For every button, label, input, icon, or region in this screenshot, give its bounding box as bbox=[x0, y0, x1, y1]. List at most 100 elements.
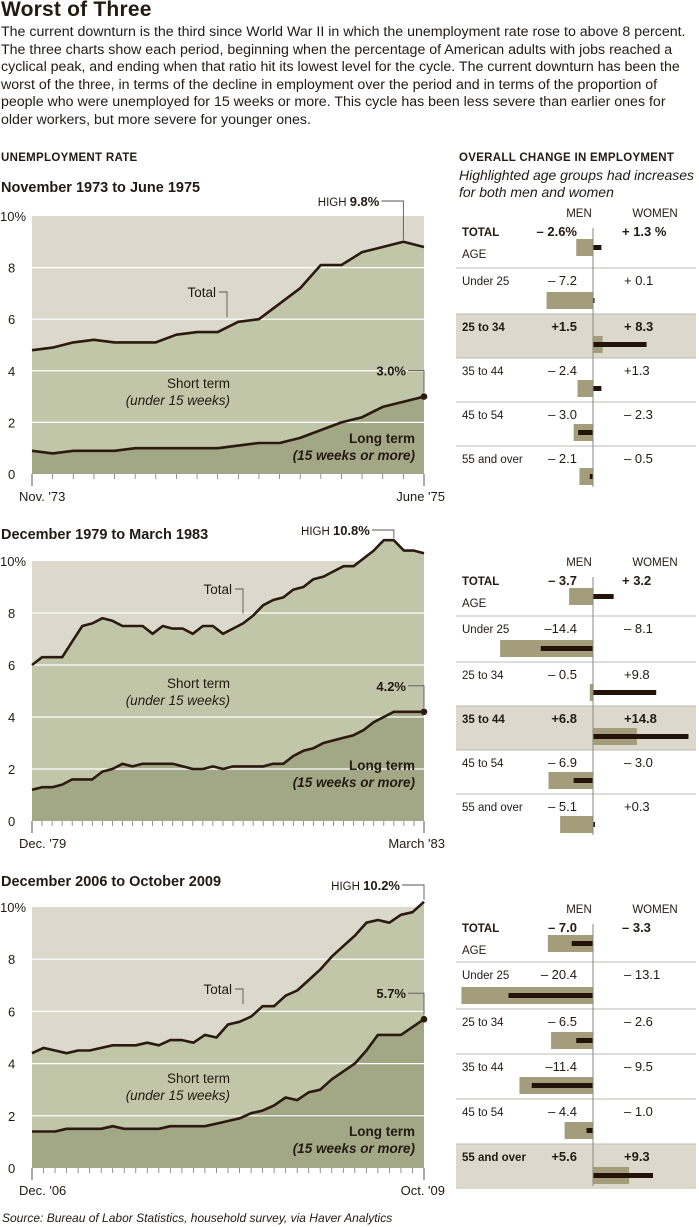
women-change-value: +0.3 bbox=[624, 799, 650, 814]
y-tick-label: 2 bbox=[8, 1109, 15, 1124]
unemployment-chart-2: 10% 8 6 4 2 0 Dec. '06 Oct. '09 HIGH 10.2% 5.7% To… bbox=[0, 878, 445, 1198]
x-end-label: June '75 bbox=[396, 489, 445, 504]
long-term-sublabel: (15 weeks or more) bbox=[293, 1141, 416, 1156]
graphic-title: Worst of Three bbox=[1, 0, 152, 21]
highlight-row-bg bbox=[456, 1144, 696, 1189]
long-term-label: Long term bbox=[349, 758, 415, 773]
men-change-value: – 3.0 bbox=[548, 407, 577, 422]
long-term-line bbox=[31, 710, 424, 792]
women-change-value: +14.8 bbox=[624, 711, 657, 726]
age-group-label: 55 and over bbox=[462, 802, 523, 814]
total-women-value: + 1.3 % bbox=[622, 224, 667, 239]
men-bar bbox=[547, 935, 593, 952]
women-bar bbox=[586, 1128, 593, 1133]
x-start-label: Nov. '73 bbox=[19, 489, 65, 504]
total-series-label: Total bbox=[187, 285, 216, 300]
women-change-value: – 13.1 bbox=[624, 967, 660, 982]
chart-title-2006: December 2006 to October 2009 bbox=[1, 874, 222, 890]
age-group-label: 25 to 34 bbox=[462, 1017, 504, 1029]
short-term-sublabel: (under 15 weeks) bbox=[126, 1088, 230, 1103]
y-tick-label: 6 bbox=[8, 658, 15, 673]
total-row-label: TOTAL bbox=[462, 923, 499, 935]
total-label-leader bbox=[235, 588, 244, 614]
men-bar bbox=[577, 380, 593, 397]
intro-text: The current downturn is the third since … bbox=[1, 24, 686, 128]
men-column-header: MEN bbox=[566, 904, 592, 916]
men-change-value: – 7.2 bbox=[548, 273, 577, 288]
x-end-label: Oct. '09 bbox=[401, 1183, 445, 1198]
total-men-value: – 7.0 bbox=[548, 920, 577, 935]
total-women-value: + 3.2 bbox=[622, 573, 651, 588]
men-bar bbox=[589, 684, 593, 701]
y-tick-label: 4 bbox=[8, 1057, 15, 1072]
men-change-value: – 2.1 bbox=[548, 451, 577, 466]
short-term-sublabel: (under 15 weeks) bbox=[126, 393, 230, 408]
end-value-callout: 5.7% bbox=[376, 986, 406, 1001]
y-tick-label: 4 bbox=[8, 364, 15, 379]
employment-change-panel-2: MEN WOMEN TOTAL AGE – 7.0 – 3.3 Under 25 – 20.4… bbox=[456, 904, 696, 1189]
employment-change-subheading: Highlighted age groups had increases for… bbox=[459, 167, 695, 200]
total-line bbox=[31, 240, 425, 352]
high-callout: HIGH 9.8% bbox=[318, 194, 380, 209]
y-tick-label: 8 bbox=[8, 261, 15, 276]
men-bar bbox=[569, 588, 593, 605]
women-change-value: +9.3 bbox=[624, 1149, 650, 1164]
total-men-value: – 2.6% bbox=[537, 224, 578, 239]
women-change-value: – 3.0 bbox=[624, 755, 653, 770]
end-value-callout: 3.0% bbox=[376, 364, 406, 379]
end-callout-leader bbox=[408, 992, 425, 1016]
unemployment-chart-0: 10% 8 6 4 2 0 Nov. '73 June '75 HIGH 9.8% 3.0% Tot… bbox=[0, 194, 445, 504]
women-bar bbox=[593, 298, 595, 303]
end-point-marker bbox=[420, 393, 428, 400]
y-tick-label: 0 bbox=[8, 1161, 15, 1176]
y-tick-label: 0 bbox=[8, 467, 15, 482]
total-row-label: TOTAL bbox=[462, 227, 499, 239]
age-group-label: 55 and over bbox=[462, 454, 523, 466]
long-term-line bbox=[32, 1018, 425, 1133]
women-change-value: +9.8 bbox=[624, 667, 650, 682]
end-callout-leader bbox=[408, 685, 425, 708]
long-term-area bbox=[32, 396, 424, 474]
short-term-label: Short term bbox=[167, 376, 230, 391]
women-bar bbox=[508, 993, 593, 998]
age-group-label: 45 to 54 bbox=[462, 1107, 504, 1119]
age-group-label: 55 and over bbox=[462, 1152, 526, 1164]
chart-title-1979: December 1979 to March 1983 bbox=[1, 527, 209, 543]
women-bar bbox=[593, 594, 614, 599]
men-bar bbox=[551, 1032, 593, 1049]
high-callout: HIGH 10.2% bbox=[331, 878, 400, 893]
women-bar bbox=[593, 690, 657, 695]
men-column-header: MEN bbox=[566, 557, 592, 569]
age-group-label: Under 25 bbox=[462, 624, 509, 636]
men-change-value: +1.5 bbox=[551, 319, 577, 334]
short-term-label: Short term bbox=[167, 1071, 230, 1086]
total-series-label: Total bbox=[203, 982, 232, 997]
long-term-label: Long term bbox=[349, 431, 415, 446]
men-bar bbox=[576, 239, 593, 256]
employment-change-panel-1: MEN WOMEN TOTAL AGE – 3.7 + 3.2 Under 25 –14.4 –… bbox=[456, 557, 696, 835]
end-point-marker bbox=[420, 708, 428, 716]
y-tick-label: 2 bbox=[8, 415, 15, 430]
y-tick-label: 2 bbox=[8, 762, 15, 777]
women-bar bbox=[576, 1038, 593, 1043]
total-women-value: – 3.3 bbox=[622, 920, 651, 935]
men-change-value: –11.4 bbox=[545, 1059, 577, 1074]
women-bar bbox=[593, 822, 595, 827]
men-change-value: – 6.5 bbox=[548, 1014, 577, 1029]
highlight-row-bg bbox=[456, 314, 696, 358]
end-value-callout: 4.2% bbox=[376, 679, 406, 694]
women-bar bbox=[593, 734, 689, 739]
end-point-marker bbox=[420, 1015, 428, 1023]
highlight-row-bg bbox=[456, 706, 696, 750]
women-bar bbox=[540, 646, 593, 651]
total-series-label: Total bbox=[203, 582, 232, 597]
x-end-label: March '83 bbox=[388, 836, 445, 851]
age-group-label: Under 25 bbox=[462, 276, 509, 288]
women-bar bbox=[578, 430, 593, 435]
high-callout-leader bbox=[371, 529, 395, 539]
men-change-value: – 2.4 bbox=[548, 363, 577, 378]
unemployment-chart-1: 10% 8 6 4 2 0 Dec. '79 March '83 HIGH 10.8% 4.2% T… bbox=[0, 523, 445, 851]
total-label-leader bbox=[235, 988, 244, 1005]
women-bar bbox=[571, 941, 593, 946]
